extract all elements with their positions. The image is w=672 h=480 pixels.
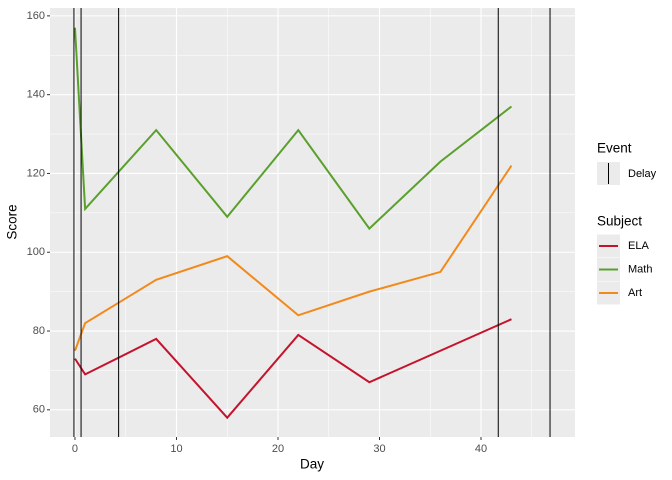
panel [50,8,575,437]
series-line [74,318,512,420]
x-axis-title: Day [300,457,324,472]
grid [50,8,575,437]
x-tick-label: 0 [72,443,78,455]
x-tick-label: 20 [272,443,284,455]
legend-label: ELA [628,240,649,252]
legend-label: Delay [628,168,657,180]
x-tick-label: 40 [475,443,487,455]
legend-title: Subject [597,214,642,229]
legend: Event Delay Subject ELA Math Art [597,141,657,305]
y-tick-label: 60 [33,404,45,416]
y-tick-label: 80 [33,325,45,337]
legend-title: Event [597,141,632,156]
y-tick-label: 140 [27,89,45,101]
y-tick-label: 120 [27,167,45,179]
legend-label: Math [628,263,652,275]
y-tick-label: 100 [27,246,45,258]
x-tick-label: 30 [373,443,385,455]
y-tick-label: 160 [27,10,45,22]
legend-label: Art [628,287,642,299]
series-line [74,165,513,352]
series-line [73,27,513,231]
x-tick-label: 10 [170,443,182,455]
marks [73,8,551,437]
y-axis-title: Score [5,204,20,239]
